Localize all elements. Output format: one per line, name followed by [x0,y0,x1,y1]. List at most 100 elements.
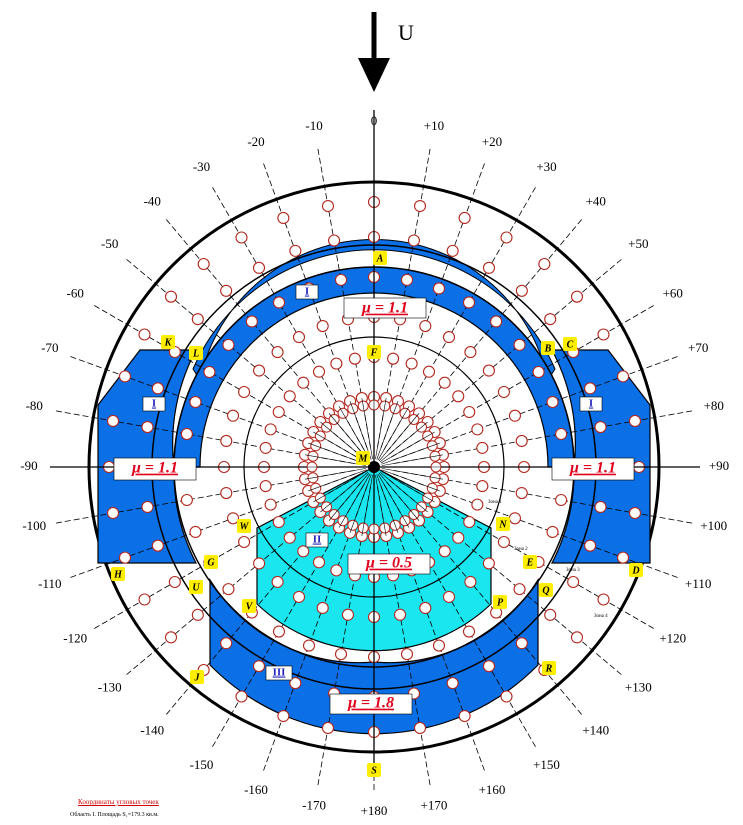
svg-text:μ = 1.1: μ = 1.1 [361,300,408,317]
pressure-marker [594,500,607,513]
pressure-marker [222,583,235,596]
pressure-marker [226,512,240,525]
pressure-marker [292,590,306,603]
mu-top: μ = 1.1 [343,297,427,319]
svg-text:B: B [544,343,552,354]
pressure-marker [348,352,361,365]
svg-text:G: G [207,557,215,568]
angle-label: +30 [536,159,556,174]
angle-label: -160 [244,782,268,797]
pressure-marker [567,575,580,589]
inner-spoke [305,468,367,480]
pressure-marker [597,328,610,341]
pressure-marker [289,244,302,257]
pressure-marker [283,531,296,544]
svg-text:P: P [497,597,504,608]
pressure-marker [330,357,343,370]
svg-text:J: J [194,672,201,683]
inner-spoke [378,472,420,521]
point-label-M: M [356,451,370,465]
pressure-marker [141,500,154,513]
pressure-marker [264,423,277,436]
inner-spoke [376,401,399,460]
pressure-marker [272,405,285,419]
pressure-marker [515,637,528,650]
pressure-marker [235,231,248,244]
pressure-marker [515,284,528,297]
flow-arrow: U [358,12,414,92]
angle-label: +60 [663,285,683,300]
pressure-marker [570,631,584,644]
pressure-marker [106,506,120,520]
pressure-marker [544,313,557,326]
svg-text:μ = 1.1: μ = 1.1 [569,460,616,477]
inner-spoke [305,454,367,466]
zone-label-top: I [295,284,319,300]
pressure-marker [482,261,496,274]
pressure-marker [197,257,210,271]
pressure-marker [180,427,193,441]
pressure-marker [189,525,202,539]
pressure-marker [289,677,302,690]
mu-center: μ = 0.5 [347,553,431,575]
pressure-marker [189,395,202,409]
mu-bottom: μ = 1.8 [329,693,413,715]
pressure-marker [497,385,510,399]
pressure-marker [334,273,348,286]
angle-label: 0 [371,113,378,128]
angle-label: +130 [625,680,652,695]
angle-label: -120 [63,630,87,645]
footer-link[interactable]: Координаты угловых точек [78,798,159,806]
svg-text:A: A [376,253,384,264]
pressure-marker [253,364,266,377]
point-label-P: P [493,595,507,609]
svg-text:Зона 4: Зона 4 [594,614,608,619]
angle-label: -150 [190,757,214,772]
pressure-marker [513,338,526,351]
pressure-marker [432,639,446,652]
pressure-marker [106,414,120,428]
pressure-marker [546,525,559,539]
pressure-marker [245,315,258,328]
angle-label: -140 [140,722,164,737]
pressure-marker [413,199,427,213]
inner-spoke [313,470,368,503]
pressure-marker [191,608,204,621]
pressure-marker [464,346,477,359]
inner-spoke [379,471,428,513]
svg-text:E: E [526,557,534,568]
pressure-marker [252,660,266,673]
pressure-marker [616,370,630,383]
pressure-marker [482,364,495,377]
pressure-marker [328,234,341,247]
pressure-marker [321,721,335,735]
inner-spoke [375,474,387,536]
pressure-marker [118,370,132,383]
pressure-marker [490,315,503,328]
angle-label: -60 [67,285,84,300]
pressure-marker [235,690,248,703]
pressure-marker [272,296,286,309]
angle-label: +150 [533,757,560,772]
pressure-marker [191,313,204,326]
inner-spoke [361,474,373,536]
pressure-marker [482,557,495,570]
pressure-marker [458,709,471,723]
pressure-marker [462,625,476,638]
angle-label: +40 [586,194,606,209]
point-label-E: E [523,555,537,569]
pressure-marker [138,593,151,606]
angle-label: -50 [101,236,118,251]
pressure-marker [203,365,216,379]
pressure-marker [222,338,235,351]
angle-label: +110 [685,576,711,591]
pressure-marker [432,282,446,295]
pressure-marker [141,421,154,434]
inner-spoke [308,469,367,492]
pressure-marker [220,284,233,297]
pressure-marker [570,290,584,303]
pressure-marker [164,631,178,644]
inner-spoke [378,413,420,462]
pressure-marker [272,515,285,529]
